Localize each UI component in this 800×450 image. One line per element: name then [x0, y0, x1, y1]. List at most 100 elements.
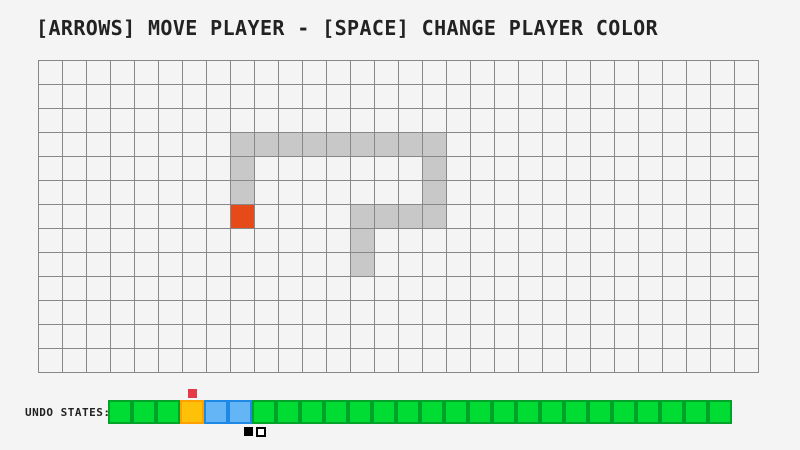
grid-cell [375, 301, 399, 325]
grid-cell [543, 61, 567, 85]
undo-state-square[interactable] [180, 400, 204, 424]
grid-cell [543, 325, 567, 349]
grid-cell [135, 253, 159, 277]
grid-cell [63, 205, 87, 229]
grid-cell [543, 181, 567, 205]
undo-state-square[interactable] [396, 400, 420, 424]
grid-cell [231, 253, 255, 277]
grid-cell [639, 301, 663, 325]
grid-cell [495, 205, 519, 229]
grid-cell [663, 301, 687, 325]
grid-cell [111, 349, 135, 373]
grid-cell [447, 181, 471, 205]
grid-cell [231, 61, 255, 85]
undo-state-square[interactable] [420, 400, 444, 424]
undo-state-square[interactable] [684, 400, 708, 424]
grid-cell [399, 229, 423, 253]
undo-state-square[interactable] [108, 400, 132, 424]
undo-state-square[interactable] [492, 400, 516, 424]
undo-state-square[interactable] [444, 400, 468, 424]
grid-cell [591, 301, 615, 325]
grid-cell [735, 205, 759, 229]
grid-cell [39, 205, 63, 229]
undo-state-square[interactable] [324, 400, 348, 424]
grid-cell [399, 325, 423, 349]
trail-cell [351, 205, 375, 229]
undo-state-square[interactable] [252, 400, 276, 424]
undo-state-square[interactable] [660, 400, 684, 424]
grid-cell [375, 157, 399, 181]
grid-cell [351, 85, 375, 109]
undo-state-square[interactable] [204, 400, 228, 424]
grid-cell [423, 253, 447, 277]
undo-state-square[interactable] [372, 400, 396, 424]
grid-cell [327, 61, 351, 85]
grid-cell [615, 229, 639, 253]
grid-cell [711, 229, 735, 253]
grid-cell [711, 349, 735, 373]
undo-state-square[interactable] [468, 400, 492, 424]
grid-cell [471, 253, 495, 277]
undo-state-square[interactable] [708, 400, 732, 424]
grid-cell [423, 109, 447, 133]
undo-state-square[interactable] [516, 400, 540, 424]
undo-state-square[interactable] [636, 400, 660, 424]
undo-state-square[interactable] [564, 400, 588, 424]
grid-cell [207, 157, 231, 181]
grid-cell [615, 301, 639, 325]
grid-cell [39, 109, 63, 133]
grid-cell [687, 253, 711, 277]
grid-cell [735, 325, 759, 349]
grid-cell [111, 109, 135, 133]
undo-state-square[interactable] [588, 400, 612, 424]
grid-cell [471, 157, 495, 181]
grid-cell [471, 181, 495, 205]
grid-cell [207, 301, 231, 325]
grid-cell [519, 349, 543, 373]
grid-cell [495, 253, 519, 277]
undo-state-square[interactable] [228, 400, 252, 424]
grid-cell [375, 229, 399, 253]
grid-cell [231, 229, 255, 253]
grid-cell [447, 109, 471, 133]
trail-cell [423, 157, 447, 181]
grid-cell [447, 349, 471, 373]
grid-cell [63, 157, 87, 181]
grid-cell [87, 205, 111, 229]
grid-cell [39, 61, 63, 85]
grid-cell [447, 325, 471, 349]
grid-cell [567, 349, 591, 373]
grid-cell [663, 109, 687, 133]
grid-cell [615, 277, 639, 301]
undo-state-square[interactable] [132, 400, 156, 424]
grid-cell [231, 277, 255, 301]
grid-cell [135, 85, 159, 109]
undo-state-square[interactable] [612, 400, 636, 424]
undo-state-square[interactable] [156, 400, 180, 424]
grid-cell [399, 109, 423, 133]
grid-cell [207, 181, 231, 205]
grid-cell [39, 133, 63, 157]
grid-cell [63, 349, 87, 373]
grid-cell [135, 277, 159, 301]
grid-cell [639, 349, 663, 373]
grid-cell [327, 301, 351, 325]
grid-cell [375, 181, 399, 205]
grid-cell [279, 109, 303, 133]
grid-cell [591, 85, 615, 109]
grid-cell [87, 85, 111, 109]
grid-cell [183, 229, 207, 253]
grid-cell [375, 277, 399, 301]
trail-cell [351, 253, 375, 277]
grid-cell [687, 61, 711, 85]
undo-state-square[interactable] [540, 400, 564, 424]
grid-cell [567, 157, 591, 181]
grid-cell [207, 61, 231, 85]
grid-cell [183, 181, 207, 205]
grid-cell [255, 229, 279, 253]
undo-state-square[interactable] [348, 400, 372, 424]
grid-cell [543, 277, 567, 301]
undo-state-square[interactable] [276, 400, 300, 424]
undo-state-square[interactable] [300, 400, 324, 424]
trail-cell [231, 133, 255, 157]
